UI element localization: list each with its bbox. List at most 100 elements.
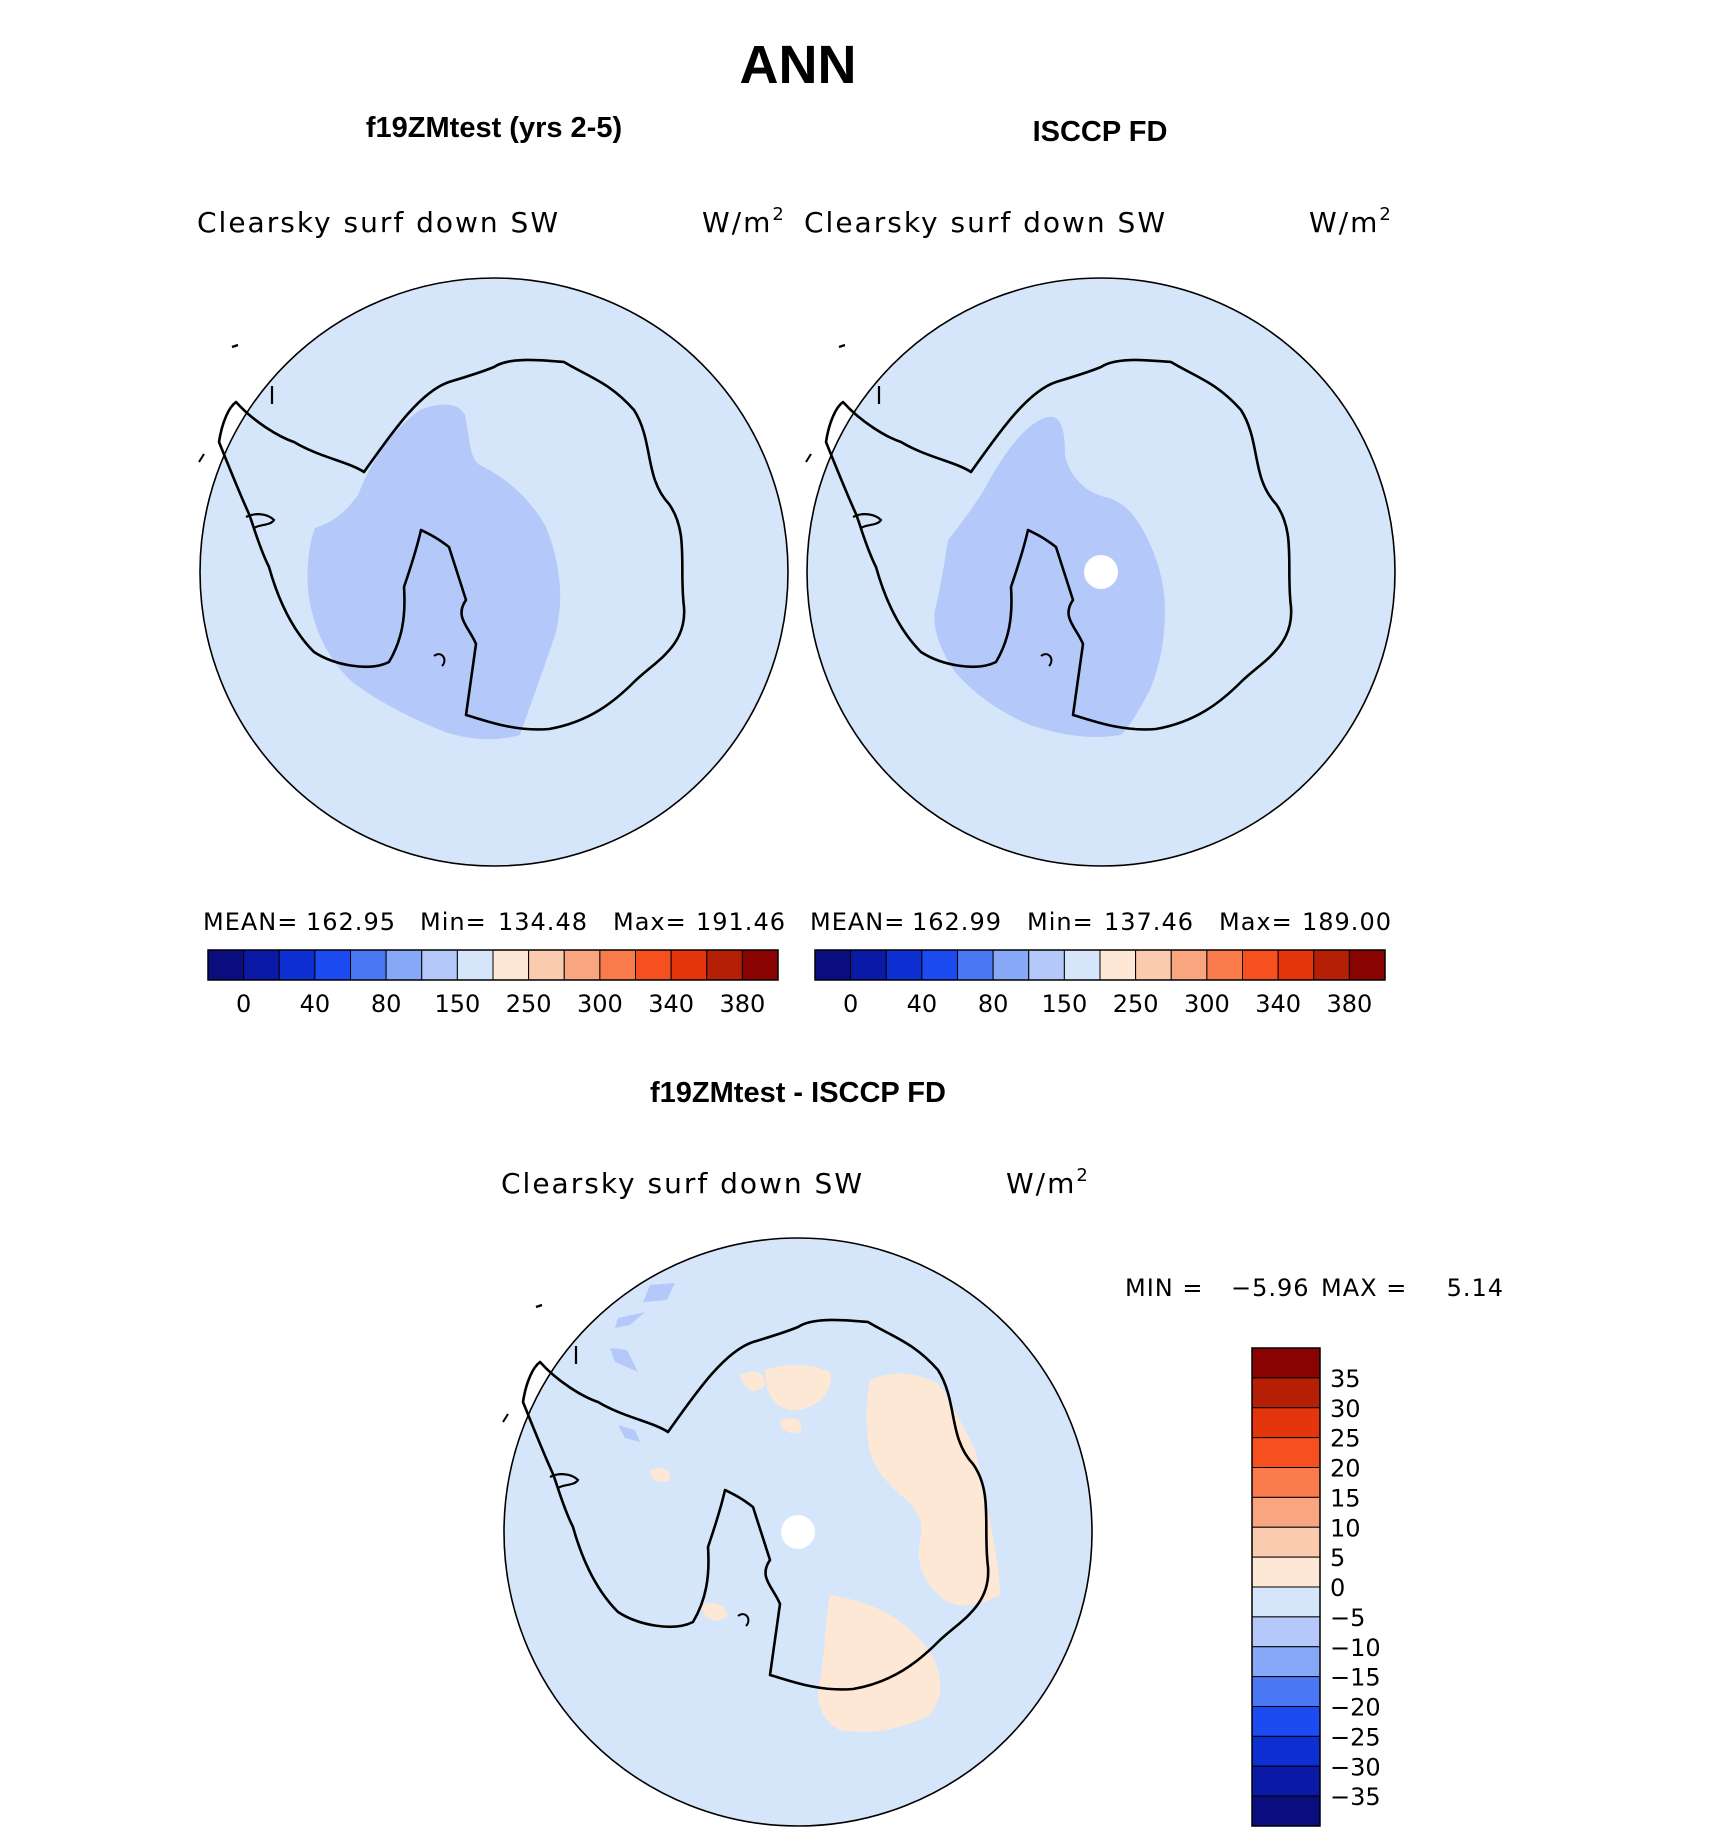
colorbar-swatch: [243, 949, 280, 981]
colorbar-swatch: [385, 949, 423, 981]
map-diff-positive-region: [650, 1365, 1000, 1732]
colorbar-tick-label: 250: [1113, 990, 1159, 1018]
colorbar-swatch: [1251, 1526, 1321, 1558]
colorbar-swatch: [957, 949, 994, 981]
colorbar-tick-label: −25: [1330, 1723, 1381, 1751]
colorbar-swatch: [1313, 949, 1350, 981]
colorbar-swatch: [814, 949, 852, 981]
panel-diff-title: f19ZMtest - ISCCP FD: [650, 1077, 946, 1109]
panel-obs-variable: Clearsky surf down SW: [804, 206, 1167, 239]
colorbar-tick-label: 150: [1041, 990, 1087, 1018]
colorbar-tick-label: 35: [1330, 1365, 1361, 1393]
colorbar-swatch: [350, 949, 387, 981]
colorbar-swatch: [1099, 949, 1137, 981]
colorbar-swatch: [207, 949, 245, 981]
map-obs-border: [806, 277, 1396, 867]
colorbar-tick-label: 300: [577, 990, 623, 1018]
colorbar-tick-label: 150: [434, 990, 480, 1018]
colorbar-swatch: [1242, 949, 1279, 981]
colorbar-swatch: [1251, 1616, 1321, 1648]
colorbar-tick-label: −20: [1330, 1694, 1381, 1722]
stats-diff-max-label: MAX =: [1321, 1274, 1407, 1302]
stats-model-max: 191.46: [696, 908, 786, 936]
colorbar-tick-label: 340: [1255, 990, 1301, 1018]
colorbar-swatch: [1251, 1467, 1321, 1498]
colorbar-tick-label: 10: [1330, 1514, 1361, 1542]
colorbar-swatch: [1277, 949, 1315, 981]
colorbar-swatch: [741, 949, 779, 981]
stats-model-mean: 162.95: [306, 908, 396, 936]
colorbar-swatch: [706, 949, 743, 981]
colorbar-obs: 0 40 80 150 250 300 340 380: [814, 949, 1386, 1018]
colorbar-swatch: [1251, 1437, 1321, 1468]
map-diff-negative-region: [610, 1283, 675, 1442]
colorbar-tick-label: 0: [843, 990, 858, 1018]
map-diff-border: [503, 1237, 1093, 1827]
colorbar-swatch: [1251, 1407, 1321, 1439]
colorbar-frame: [814, 949, 1386, 981]
stats-model-max-label: Max=: [613, 908, 687, 936]
colorbar-tick-label: 15: [1330, 1484, 1361, 1512]
colorbar-tick-label: −5: [1330, 1604, 1365, 1632]
colorbar-model: 0 40 80 150 250 300 340 380: [207, 949, 779, 1018]
stats-obs-mean-label: MEAN=: [810, 908, 905, 936]
colorbar-tick-label: 25: [1330, 1425, 1361, 1453]
panel-model-variable: Clearsky surf down SW: [197, 206, 560, 239]
colorbar-swatch: [1348, 949, 1386, 981]
panel-obs-title: ISCCP FD: [1033, 116, 1168, 148]
colorbar-swatch: [1251, 1765, 1321, 1797]
colorbar-swatch: [635, 949, 672, 981]
map-model: [197, 277, 789, 867]
colorbar-tick-label: 250: [506, 990, 552, 1018]
colorbar-tick-label: 380: [1326, 990, 1372, 1018]
stats-diff-max: 5.14: [1447, 1274, 1504, 1302]
colorbar-swatch: [1206, 949, 1243, 981]
colorbar-swatch: [278, 949, 316, 981]
colorbar-swatch: [599, 949, 636, 981]
colorbar-swatch: [1251, 1496, 1321, 1528]
panel-model: f19ZMtest (yrs 2-5) Clearsky surf down S…: [197, 112, 789, 1018]
colorbar-swatch: [1063, 949, 1101, 981]
colorbar-tick-label: 340: [648, 990, 694, 1018]
colorbar-swatch: [670, 949, 708, 981]
panel-obs-units: W/m2: [1309, 204, 1393, 239]
map-diff: [501, 1237, 1093, 1827]
panel-model-title: f19ZMtest (yrs 2-5): [366, 112, 622, 144]
colorbar-frame: [207, 949, 779, 981]
stats-obs-max-label: Max=: [1219, 908, 1293, 936]
stats-obs-min-label: Min=: [1027, 908, 1094, 936]
map-obs-missing-pole: [1084, 555, 1118, 589]
map-obs-low-region: [934, 416, 1165, 737]
colorbar-swatch: [1028, 949, 1065, 981]
colorbar-swatch: [1251, 1676, 1321, 1707]
stats-obs-min: 137.46: [1104, 908, 1194, 936]
colorbar-tick-label: −15: [1330, 1664, 1381, 1692]
panel-model-units: W/m2: [702, 204, 786, 239]
colorbar-swatch: [1251, 1646, 1321, 1678]
colorbar-tick-label: 0: [1330, 1574, 1345, 1602]
colorbar-tick-label: 380: [719, 990, 765, 1018]
colorbar-tick-label: 5: [1330, 1544, 1345, 1572]
colorbar-tick-label: −35: [1330, 1783, 1381, 1811]
colorbar-tick-label: 40: [907, 990, 938, 1018]
colorbar-swatch: [563, 949, 601, 981]
colorbar-tick-label: 20: [1330, 1455, 1361, 1483]
colorbar-tick-label: 80: [371, 990, 402, 1018]
colorbar-frame: [1251, 1347, 1321, 1827]
stats-diff-min-label: MIN =: [1125, 1274, 1203, 1302]
stats-obs-mean: 162.99: [912, 908, 1002, 936]
colorbar-tick-label: −30: [1330, 1753, 1381, 1781]
colorbar-swatch: [885, 949, 923, 981]
colorbar-tick-label: 0: [236, 990, 251, 1018]
colorbar-swatch: [1251, 1556, 1321, 1588]
panel-diff: f19ZMtest - ISCCP FD Clearsky surf down …: [501, 1077, 1504, 1827]
stats-model-mean-label: MEAN=: [203, 908, 298, 936]
colorbar-swatch: [1251, 1735, 1321, 1767]
stats-diff: MIN = −5.96 MAX = 5.14: [1125, 1274, 1504, 1302]
colorbar-tick-label: −10: [1330, 1634, 1381, 1662]
map-model-low-region: [307, 404, 561, 740]
stats-model-min-label: Min=: [420, 908, 487, 936]
colorbar-swatch: [992, 949, 1030, 981]
